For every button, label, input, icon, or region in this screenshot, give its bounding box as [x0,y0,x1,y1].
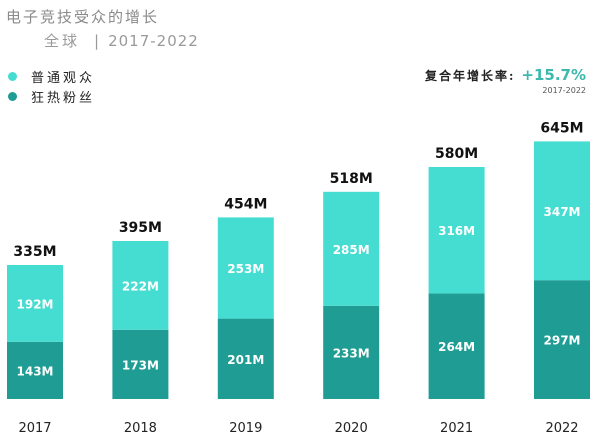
data-label-casual-2021: 316M [438,224,475,238]
data-label-casual-2017: 192M [17,297,54,311]
legend-item-enthusiast: 狂热粉丝 [8,86,95,106]
data-label-total-2017: 335M [13,244,56,260]
bar-enthusiast-2020 [323,305,380,399]
data-label-total-2021: 580M [435,146,478,162]
bar-casual-2017 [7,265,63,342]
chart-legend: 普通观众 狂热粉丝 [8,66,95,106]
bar-casual-2020 [323,191,380,306]
bar-enthusiast-2018 [112,329,169,399]
legend-label-casual: 普通观众 [31,70,96,86]
legend-item-casual: 普通观众 [8,66,95,86]
cagr-line: 复合年增长率: +15.7% [425,66,586,84]
bar-casual-2019 [217,217,274,319]
bar-casual-2022 [534,141,590,281]
legend-label-enthusiast: 狂热粉丝 [31,90,96,106]
data-label-total-2022: 645M [540,120,583,136]
data-label-total-2019: 454M [224,196,267,212]
data-label-casual-2019: 253M [227,262,264,276]
data-label-total-2020: 518M [330,171,373,187]
data-label-enthusiast-2018: 173M [122,358,159,372]
x-tick-label-2020: 2020 [335,421,368,436]
legend-swatch-enthusiast [8,91,17,101]
legend-swatch-casual [8,71,17,81]
chart-title: 电子竞技受众的增长 [6,8,160,26]
bar-enthusiast-2017 [7,341,63,399]
data-label-enthusiast-2020: 233M [333,346,370,360]
data-label-enthusiast-2021: 264M [438,340,475,354]
data-label-enthusiast-2022: 297M [544,334,581,348]
data-label-enthusiast-2017: 143M [17,364,54,378]
bar-enthusiast-2019 [217,318,274,399]
cagr-box: 复合年增长率: +15.7% 2017-2022 [425,66,586,95]
cagr-value: +15.7% [521,66,586,84]
data-label-casual-2018: 222M [122,279,159,293]
x-tick-label-2017: 2017 [18,421,51,436]
bar-casual-2018 [112,241,169,330]
data-label-casual-2022: 347M [544,205,581,219]
chart-subtitle: 全球 | 2017-2022 [44,30,199,51]
subtitle-region: 全球 [44,32,81,50]
data-label-total-2018: 395M [119,220,162,236]
subtitle-separator: | [94,31,101,50]
data-label-casual-2020: 285M [333,243,370,257]
subtitle-period: 2017-2022 [108,31,199,50]
bar-enthusiast-2022 [534,280,590,399]
cagr-label: 复合年增长率: [424,69,516,83]
x-tick-label-2021: 2021 [440,421,473,436]
bar-casual-2021 [428,167,485,294]
cagr-range: 2017-2022 [542,86,586,95]
x-tick-label-2022: 2022 [545,421,578,436]
bar-enthusiast-2021 [428,293,485,399]
x-tick-label-2019: 2019 [229,421,262,436]
data-label-enthusiast-2019: 201M [227,353,264,367]
x-tick-label-2018: 2018 [124,421,157,436]
